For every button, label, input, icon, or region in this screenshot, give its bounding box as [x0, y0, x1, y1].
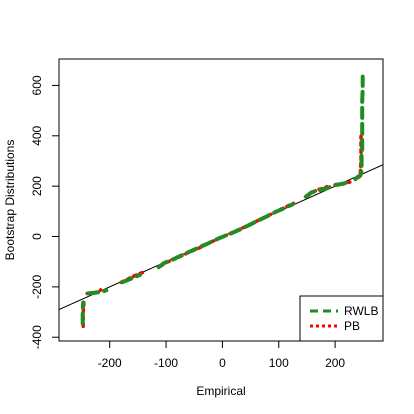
series-rwlb-segment [120, 272, 143, 285]
x-tick-label: -100 [154, 356, 178, 370]
series-rwlb [80, 74, 365, 326]
legend-box [299, 295, 384, 342]
legend-label-rwlb: RWLB [344, 304, 378, 318]
y-tick-label: 0 [30, 233, 44, 240]
series-rwlb-segment [303, 185, 332, 199]
series-rwlb-segment [353, 74, 365, 182]
y-axis-label: Bootstrap Distributions [3, 140, 17, 261]
x-tick-label: 200 [325, 356, 345, 370]
x-tick-label: 0 [219, 356, 226, 370]
y-axis: -400 -200 0 200 400 600 [30, 75, 60, 349]
y-tick-label: 600 [30, 75, 44, 95]
series-layer [80, 74, 365, 329]
series-rwlb-segment [80, 300, 86, 326]
x-tick-label: -200 [98, 356, 122, 370]
y-tick-label: -200 [30, 275, 44, 299]
series-rwlb-segment [156, 202, 295, 270]
x-tick-label: 100 [269, 356, 289, 370]
x-axis-label: Empirical [196, 384, 245, 398]
y-tick-label: 400 [30, 125, 44, 145]
series-rwlb-segment [86, 288, 109, 296]
series-rwlb-segment [334, 179, 353, 187]
x-axis: -200 -100 0 100 200 [98, 340, 345, 370]
y-tick-label: -400 [30, 325, 44, 349]
legend-label-pb: PB [344, 319, 360, 333]
y-tick-label: 200 [30, 176, 44, 196]
